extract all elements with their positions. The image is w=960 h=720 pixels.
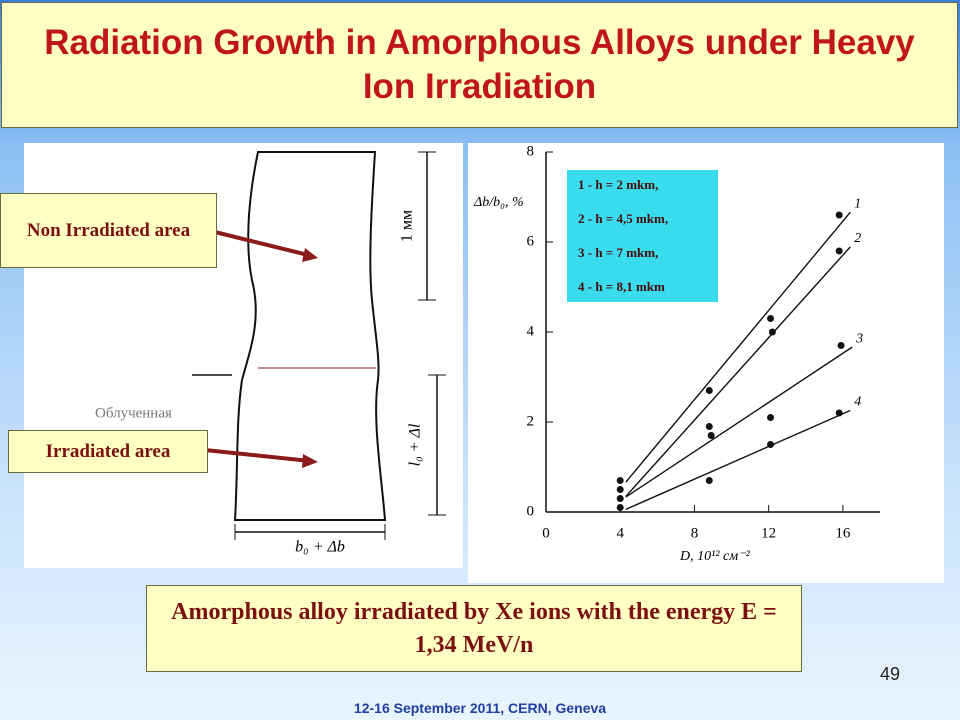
data-point bbox=[616, 495, 624, 502]
data-point bbox=[835, 247, 843, 255]
x-tick-label: 12 bbox=[761, 525, 776, 541]
x-tick-label: 8 bbox=[691, 525, 699, 541]
data-point bbox=[835, 409, 843, 417]
arrow-head bbox=[302, 248, 318, 262]
side-label: Облученная bbox=[95, 405, 172, 421]
y-tick-label: 4 bbox=[527, 323, 535, 339]
fit-line bbox=[625, 211, 851, 483]
line-label: 3 bbox=[855, 331, 863, 346]
data-point bbox=[616, 477, 624, 484]
data-point bbox=[705, 477, 713, 484]
data-point bbox=[767, 414, 775, 421]
data-point bbox=[835, 211, 843, 219]
line-label: 2 bbox=[854, 231, 861, 246]
data-point bbox=[707, 432, 715, 439]
y-tick-label: 2 bbox=[527, 413, 535, 429]
chart: 0 2 4 6 8 0 4 8 12 16 Δb/b₀, % D, 10¹² см⁻² 1 1 - h =… bbox=[473, 143, 880, 564]
specimen-outline bbox=[233, 151, 387, 521]
data-point bbox=[705, 387, 713, 394]
data-point bbox=[767, 315, 775, 322]
legend-entry: 1 - h = 2 mkm, bbox=[578, 177, 658, 192]
fit-line bbox=[625, 246, 851, 497]
title: Radiation Growth in Amorphous Alloys und… bbox=[1, 2, 958, 128]
legend-entry: 2 - h = 4,5 mkm, bbox=[578, 211, 668, 226]
line-label: 1 bbox=[854, 196, 861, 211]
y-tick-label: 6 bbox=[527, 233, 535, 249]
data-point bbox=[616, 504, 624, 511]
x-tick-label: 16 bbox=[835, 525, 851, 541]
caption: Amorphous alloy irradiated by Xe ions wi… bbox=[146, 585, 802, 672]
legend-entry: 4 - h = 8,1 mkm bbox=[578, 279, 665, 294]
page-number: 49 bbox=[880, 664, 901, 684]
data-point bbox=[767, 441, 775, 448]
x-tick-label: 4 bbox=[616, 525, 624, 541]
x-axis-label: D, 10¹² см⁻² bbox=[679, 549, 751, 564]
callout: Irradiated area bbox=[8, 430, 208, 473]
y-tick-label: 0 bbox=[527, 503, 535, 519]
footer: 12-16 September 2011, CERN, Geneva bbox=[353, 700, 607, 716]
legend-entry: 3 - h = 7 mkm, bbox=[578, 245, 658, 260]
data-point bbox=[768, 328, 776, 336]
data-point bbox=[837, 342, 845, 349]
data-point bbox=[616, 486, 624, 493]
y-tick-label: 8 bbox=[527, 143, 535, 159]
width-label: b₀ + Δb bbox=[295, 539, 345, 556]
data-point bbox=[705, 423, 713, 430]
x-tick-label: 0 bbox=[542, 525, 550, 541]
y-axis-label: Δb/b₀, % bbox=[473, 195, 524, 210]
elongation-label: l₀ + Δl bbox=[407, 423, 424, 466]
fit-line bbox=[625, 409, 851, 511]
callout: Non Irradiated area bbox=[0, 193, 217, 268]
length-label: 1 мм bbox=[399, 210, 416, 242]
legend-box bbox=[567, 170, 718, 302]
arrow bbox=[204, 448, 311, 463]
arrow bbox=[214, 230, 313, 258]
arrow-head bbox=[302, 454, 318, 468]
line-label: 4 bbox=[854, 395, 861, 410]
fit-line bbox=[625, 346, 853, 498]
